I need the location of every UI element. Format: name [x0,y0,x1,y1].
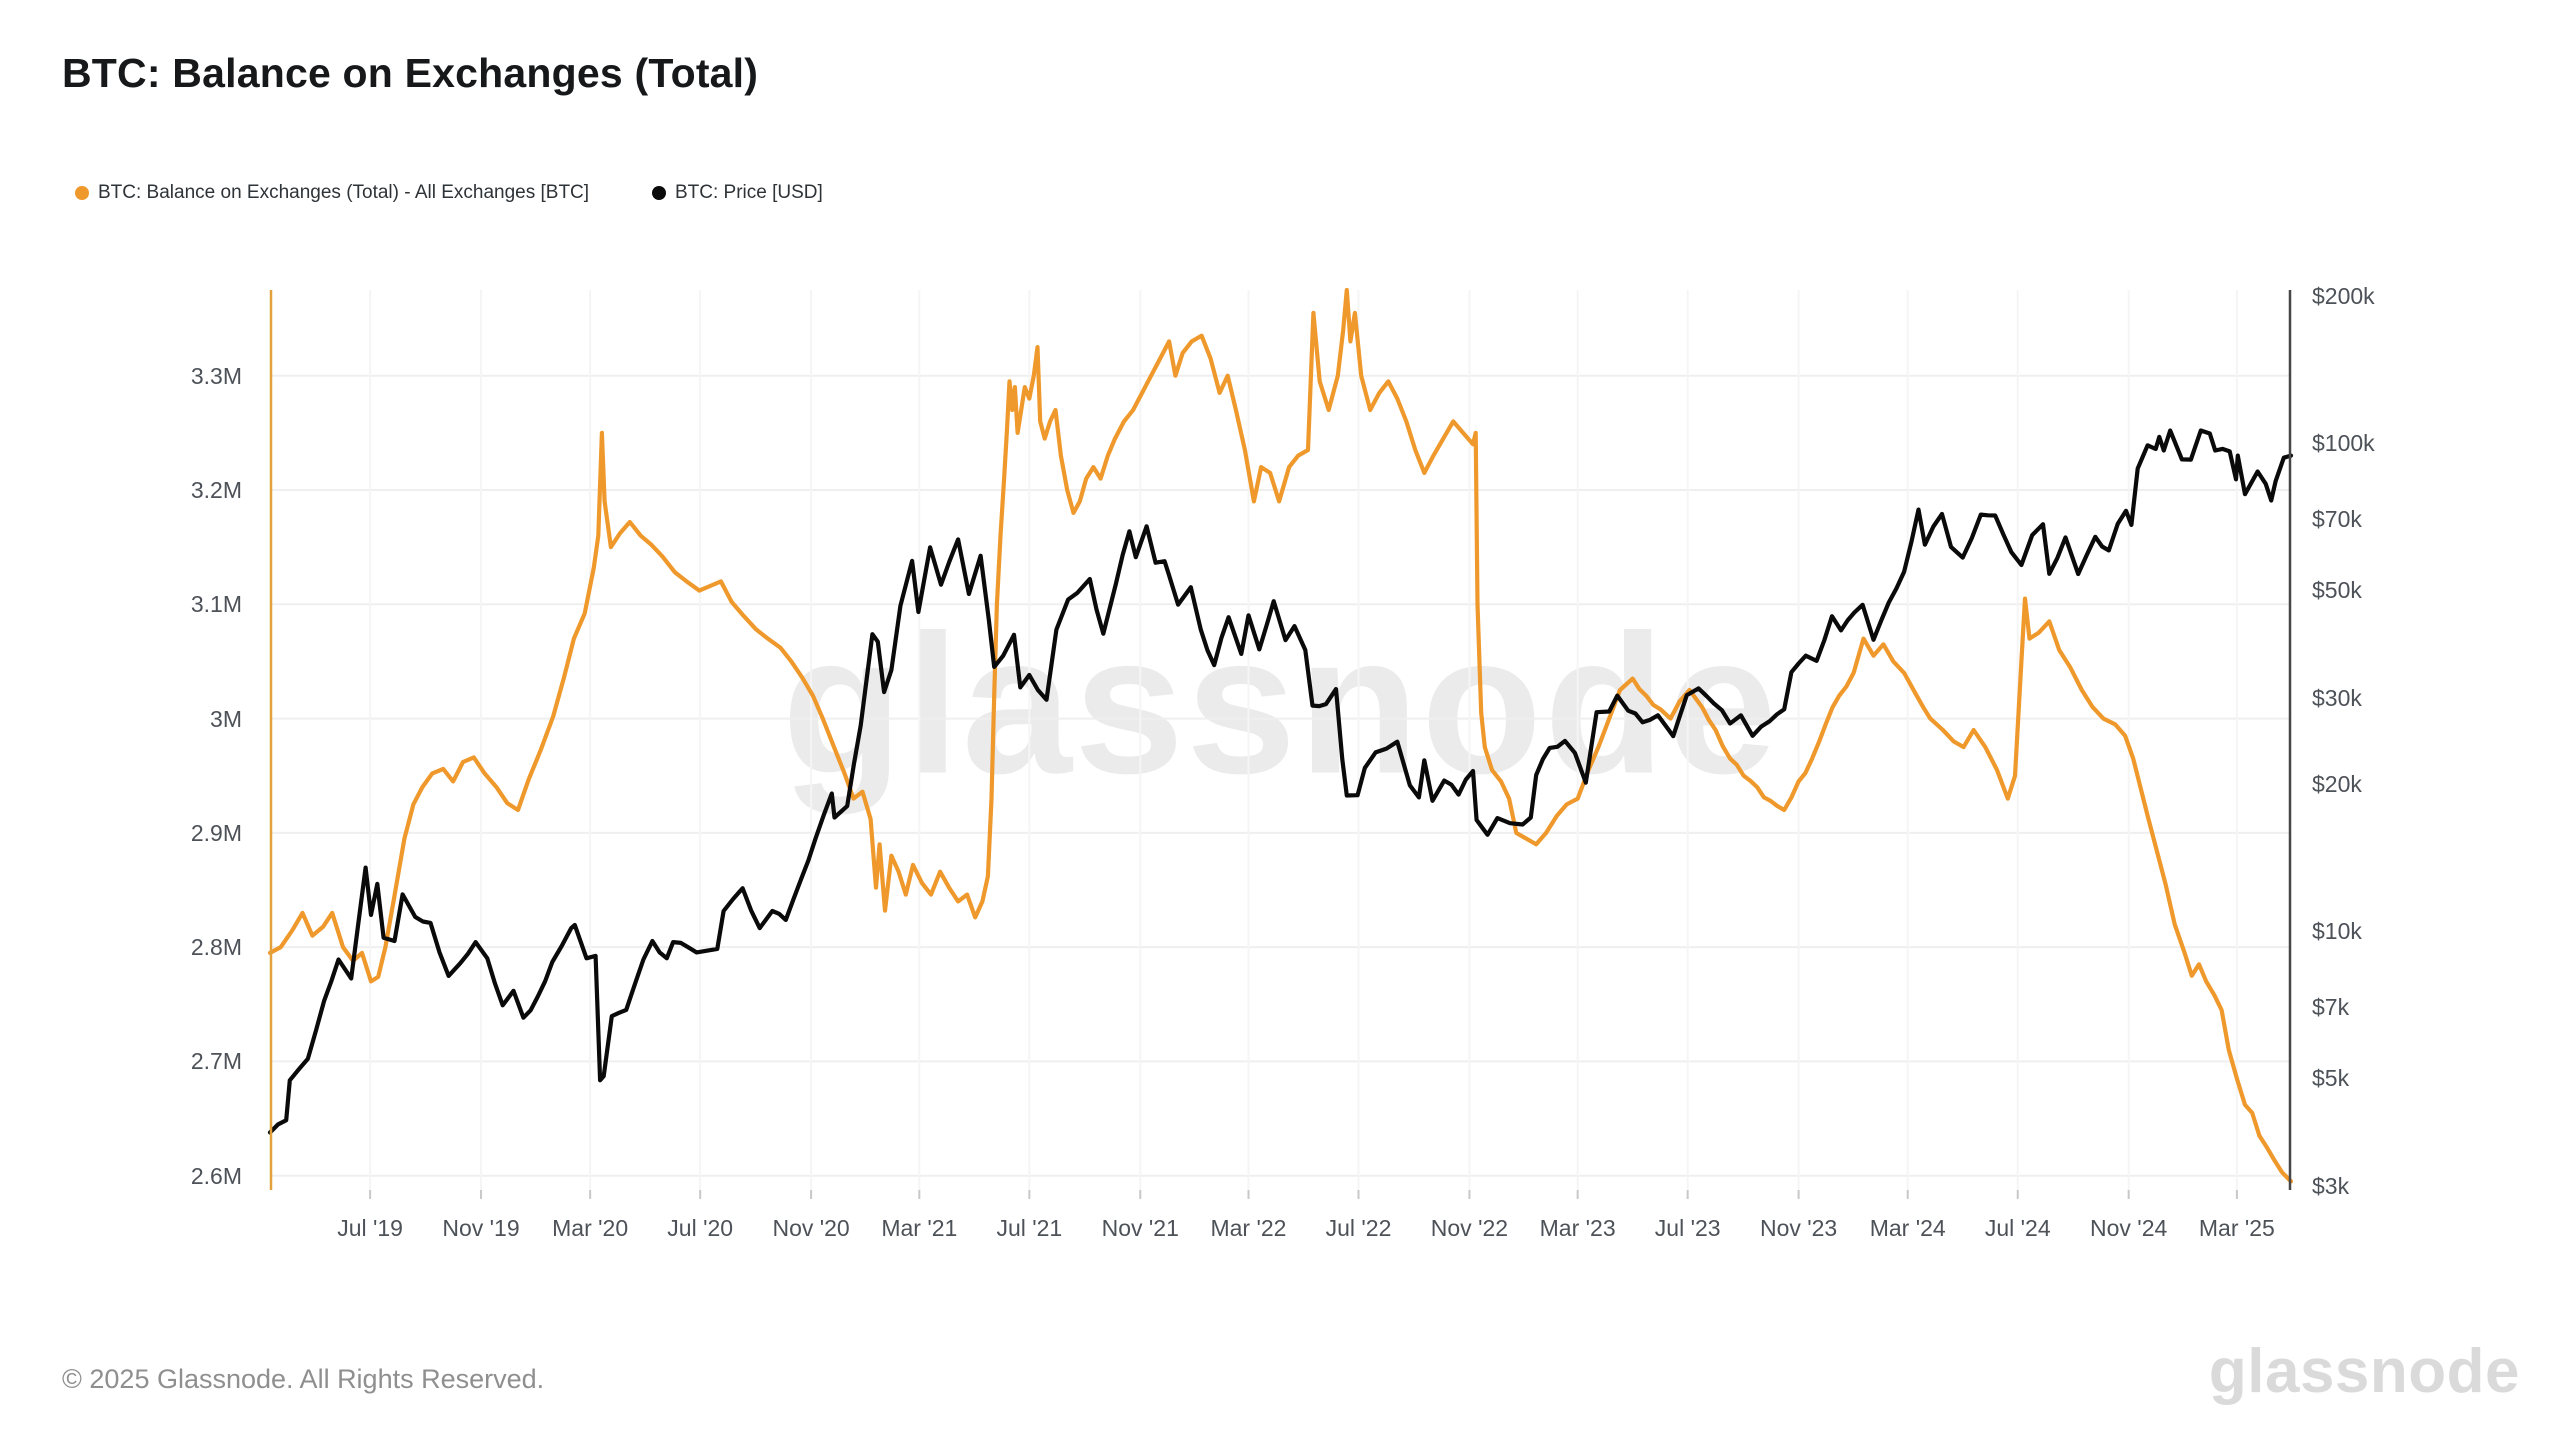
x-axis-tick-label: Nov '23 [1759,1215,1838,1241]
x-axis-tick-label: Jul '22 [1325,1215,1392,1241]
x-axis-tick-label: Nov '24 [2090,1215,2168,1241]
x-axis-tick-label: Nov '19 [442,1215,520,1241]
chart-canvas[interactable] [267,287,2294,1199]
right-axis-tick-label: $100k [2312,430,2375,457]
x-axis-tick-label: Mar '20 [552,1215,629,1241]
legend-label-balance: BTC: Balance on Exchanges (Total) - All … [98,182,590,203]
legend-item-price[interactable]: BTC: Price [USD] [652,182,823,204]
x-axis-tick-label: Nov '20 [772,1215,850,1241]
right-axis-tick-label: $30k [2312,685,2362,712]
left-axis-tick-label: 3.2M [190,477,242,503]
x-axis-tick-label: Jul '19 [337,1215,403,1241]
footer-copyright: © 2025 Glassnode. All Rights Reserved. [62,1364,545,1394]
plot-area[interactable]: glassnode [267,287,2294,1199]
left-axis-tick-label: 3M [210,705,242,732]
left-axis-tick-label: 2.6M [190,1162,242,1189]
x-axis-tick-label: Mar '25 [2198,1215,2275,1241]
left-axis-tick-label: 3.1M [190,591,242,618]
legend-item-balance[interactable]: BTC: Balance on Exchanges (Total) - All … [75,182,589,204]
right-axis-tick-label: $10k [2312,918,2362,945]
x-axis-tick-label: Mar '22 [1210,1215,1287,1241]
legend: BTC: Balance on Exchanges (Total) - All … [0,182,2560,212]
left-axis-tick-label: 2.9M [190,819,242,846]
right-axis-tick-label: $200k [2312,283,2375,310]
legend-dot-price-icon [652,186,666,200]
x-axis-tick-label: Mar '24 [1869,1215,1946,1241]
left-axis-tick-label: 3.3M [190,362,242,389]
right-axis-tick-label: $20k [2312,771,2362,798]
legend-label-price: BTC: Price [USD] [675,182,823,203]
x-axis-tick-label: Nov '22 [1430,1215,1509,1241]
brand-wordmark: glassnode [2208,1337,2520,1406]
right-axis-tick-label: $7k [2312,993,2350,1020]
series-line-balance[interactable] [267,287,2294,1184]
x-axis-tick-label: Mar '21 [881,1215,958,1241]
x-axis-tick-label: Jul '21 [996,1215,1063,1241]
right-axis-tick-label: $70k [2312,505,2362,532]
x-axis-tick-label: Mar '23 [1539,1215,1616,1241]
x-axis-tick-label: Jul '24 [1984,1215,2051,1241]
series-line-price[interactable] [267,428,2294,1135]
right-axis-tick-label: $3k [2312,1173,2350,1200]
legend-dot-balance-icon [75,186,89,200]
right-axis-tick-label: $50k [2312,577,2362,604]
right-axis-tick-label: $5k [2312,1065,2350,1092]
x-axis-tick-label: Jul '23 [1654,1215,1721,1241]
left-axis-tick-label: 2.7M [190,1048,242,1075]
x-axis-tick-label: Jul '20 [667,1215,734,1241]
x-axis-tick-label: Nov '21 [1101,1215,1179,1241]
page-title: BTC: Balance on Exchanges (Total) [62,50,759,96]
left-axis-tick-label: 2.8M [190,934,242,961]
